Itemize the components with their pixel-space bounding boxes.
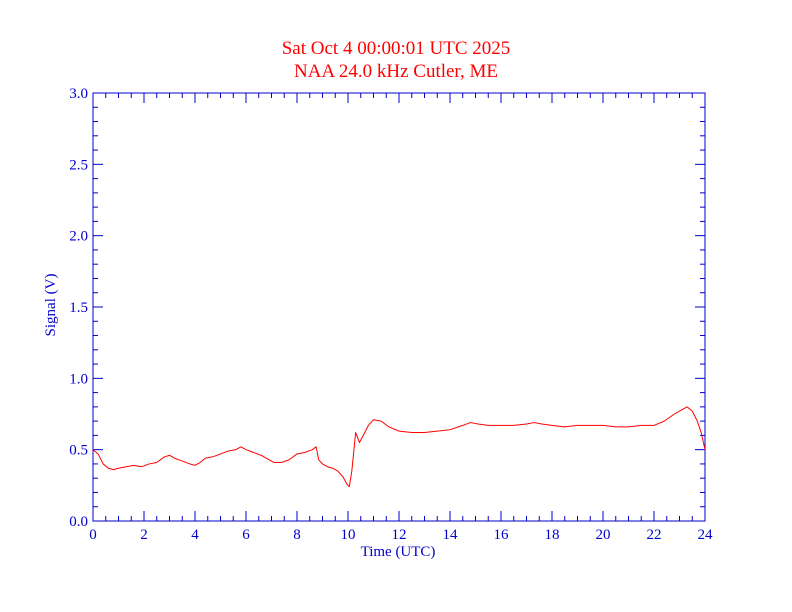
x-tick-label: 10 <box>341 527 356 543</box>
x-tick-label: 16 <box>494 527 510 543</box>
y-tick-label: 2.0 <box>69 229 88 245</box>
series-group <box>92 406 706 488</box>
y-tick-label: 0.0 <box>69 514 88 530</box>
x-tick-label: 24 <box>698 527 714 543</box>
chart-subtitle: NAA 24.0 kHz Cutler, ME <box>294 61 498 82</box>
y-tick-label: 2.5 <box>69 157 88 173</box>
y-tick-label: 1.0 <box>69 371 88 387</box>
x-tick-label: 6 <box>242 527 250 543</box>
y-tick-label: 0.5 <box>69 443 88 459</box>
axis-ticks <box>92 92 706 522</box>
y-tick-labels: 0.0 0.5 1.0 1.5 2.0 2.5 3.0 <box>69 86 88 530</box>
chart-title: Sat Oct 4 00:00:01 UTC 2025 <box>282 38 511 59</box>
x-tick-label: 4 <box>191 527 199 543</box>
x-axis-label: Time (UTC) <box>361 544 436 560</box>
x-tick-label: 12 <box>392 527 407 543</box>
x-tick-label: 22 <box>647 527 662 543</box>
signal-series-line <box>92 406 706 488</box>
x-tick-label: 8 <box>293 527 301 543</box>
x-tick-labels: 0 2 4 6 8 10 12 14 16 18 20 22 24 <box>89 527 713 543</box>
y-axis-label: Signal (V) <box>43 274 59 337</box>
x-tick-label: 18 <box>545 527 560 543</box>
x-tick-label: 14 <box>443 527 459 543</box>
y-tick-label: 3.0 <box>69 86 88 102</box>
y-tick-label: 1.5 <box>69 300 88 316</box>
x-tick-label: 0 <box>89 527 97 543</box>
x-tick-label: 2 <box>140 527 148 543</box>
x-tick-label: 20 <box>596 527 611 543</box>
